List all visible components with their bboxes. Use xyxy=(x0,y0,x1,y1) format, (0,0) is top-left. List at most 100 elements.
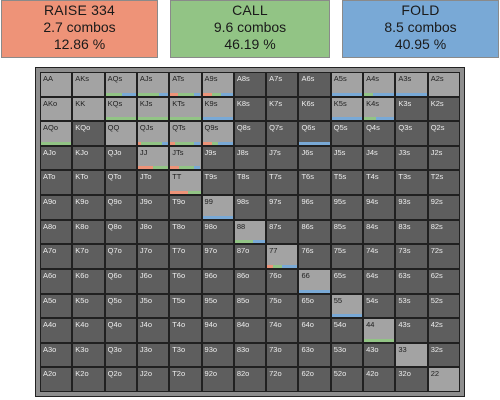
hand-cell-82s[interactable]: 82s xyxy=(427,219,460,245)
hand-cell-85o[interactable]: 85o xyxy=(233,293,267,319)
hand-cell-T8o[interactable]: T8o xyxy=(169,219,202,245)
hand-cell-AQo[interactable]: AQo xyxy=(40,121,73,146)
hand-cell-K4s[interactable]: K4s xyxy=(363,96,396,122)
hand-cell-A7o[interactable]: A7o xyxy=(40,244,73,269)
hand-cell-KTs[interactable]: KTs xyxy=(169,96,202,122)
hand-cell-AKo[interactable]: AKo xyxy=(40,96,73,122)
hand-cell-T5o[interactable]: T5o xyxy=(169,293,202,319)
hand-cell-86s[interactable]: 86s xyxy=(298,219,331,245)
hand-cell-T5s[interactable]: T5s xyxy=(330,170,364,196)
hand-cell-A7s[interactable]: A7s xyxy=(266,72,299,97)
hand-cell-QTo[interactable]: QTo xyxy=(104,170,137,196)
hand-cell-96o[interactable]: 96o xyxy=(201,268,234,294)
hand-cell-KJs[interactable]: KJs xyxy=(136,96,170,122)
hand-cell-Q7o[interactable]: Q7o xyxy=(104,244,137,269)
hand-cell-62s[interactable]: 62s xyxy=(427,268,460,294)
hand-cell-J8o[interactable]: J8o xyxy=(136,219,170,245)
hand-cell-73o[interactable]: 73o xyxy=(266,342,299,368)
hand-cell-42s[interactable]: 42s xyxy=(427,318,460,343)
hand-cell-62o[interactable]: 62o xyxy=(298,367,331,392)
hand-cell-63o[interactable]: 63o xyxy=(298,342,331,368)
hand-cell-Q5o[interactable]: Q5o xyxy=(104,293,137,319)
hand-cell-K9o[interactable]: K9o xyxy=(72,195,105,220)
hand-cell-Q4o[interactable]: Q4o xyxy=(104,318,137,343)
hand-cell-88[interactable]: 88 xyxy=(233,219,267,245)
hand-cell-A9s[interactable]: A9s xyxy=(201,72,234,97)
hand-cell-74o[interactable]: 74o xyxy=(266,318,299,343)
hand-cell-ATo[interactable]: ATo xyxy=(40,170,73,196)
hand-cell-J5o[interactable]: J5o xyxy=(136,293,170,319)
hand-cell-QQ[interactable]: QQ xyxy=(104,121,137,146)
hand-cell-J4s[interactable]: J4s xyxy=(363,145,396,171)
hand-cell-KJo[interactable]: KJo xyxy=(72,145,105,171)
hand-cell-K6s[interactable]: K6s xyxy=(298,96,331,122)
hand-cell-T3o[interactable]: T3o xyxy=(169,342,202,368)
hand-cell-87o[interactable]: 87o xyxy=(233,244,267,269)
hand-cell-84o[interactable]: 84o xyxy=(233,318,267,343)
hand-cell-77[interactable]: 77 xyxy=(266,244,299,269)
hand-cell-85s[interactable]: 85s xyxy=(330,219,364,245)
hand-cell-65s[interactable]: 65s xyxy=(330,268,364,294)
hand-cell-83o[interactable]: 83o xyxy=(233,342,267,368)
hand-cell-55[interactable]: 55 xyxy=(330,293,364,319)
hand-cell-T2s[interactable]: T2s xyxy=(427,170,460,196)
hand-cell-66[interactable]: 66 xyxy=(298,268,331,294)
hand-cell-T6o[interactable]: T6o xyxy=(169,268,202,294)
hand-cell-74s[interactable]: 74s xyxy=(363,244,396,269)
hand-cell-J7s[interactable]: J7s xyxy=(266,145,299,171)
hand-cell-T9o[interactable]: T9o xyxy=(169,195,202,220)
hand-cell-A5o[interactable]: A5o xyxy=(40,293,73,319)
hand-cell-TT[interactable]: TT xyxy=(169,170,202,196)
hand-cell-A5s[interactable]: A5s xyxy=(330,72,364,97)
hand-cell-53o[interactable]: 53o xyxy=(330,342,364,368)
hand-cell-92s[interactable]: 92s xyxy=(427,195,460,220)
hand-cell-A9o[interactable]: A9o xyxy=(40,195,73,220)
hand-cell-QJo[interactable]: QJo xyxy=(104,145,137,171)
hand-cell-96s[interactable]: 96s xyxy=(298,195,331,220)
hand-cell-42o[interactable]: 42o xyxy=(363,367,396,392)
hand-cell-83s[interactable]: 83s xyxy=(395,219,428,245)
hand-cell-64s[interactable]: 64s xyxy=(363,268,396,294)
hand-cell-K8s[interactable]: K8s xyxy=(233,96,267,122)
hand-cell-98o[interactable]: 98o xyxy=(201,219,234,245)
hand-cell-52s[interactable]: 52s xyxy=(427,293,460,319)
hand-cell-A4s[interactable]: A4s xyxy=(363,72,396,97)
hand-cell-Q5s[interactable]: Q5s xyxy=(330,121,364,146)
hand-cell-86o[interactable]: 86o xyxy=(233,268,267,294)
hand-cell-54o[interactable]: 54o xyxy=(330,318,364,343)
hand-cell-A6o[interactable]: A6o xyxy=(40,268,73,294)
hand-cell-22[interactable]: 22 xyxy=(427,367,460,392)
hand-cell-K7o[interactable]: K7o xyxy=(72,244,105,269)
hand-cell-87s[interactable]: 87s xyxy=(266,219,299,245)
hand-cell-94s[interactable]: 94s xyxy=(363,195,396,220)
hand-cell-54s[interactable]: 54s xyxy=(363,293,396,319)
hand-cell-AA[interactable]: AA xyxy=(40,72,73,97)
hand-cell-JJ[interactable]: JJ xyxy=(136,145,170,171)
hand-cell-53s[interactable]: 53s xyxy=(395,293,428,319)
hand-cell-43s[interactable]: 43s xyxy=(395,318,428,343)
hand-cell-K7s[interactable]: K7s xyxy=(266,96,299,122)
hand-cell-72s[interactable]: 72s xyxy=(427,244,460,269)
hand-cell-K2s[interactable]: K2s xyxy=(427,96,460,122)
hand-cell-Q7s[interactable]: Q7s xyxy=(266,121,299,146)
hand-cell-AJs[interactable]: AJs xyxy=(136,72,170,97)
hand-cell-65o[interactable]: 65o xyxy=(298,293,331,319)
hand-cell-T4o[interactable]: T4o xyxy=(169,318,202,343)
hand-cell-T7o[interactable]: T7o xyxy=(169,244,202,269)
hand-cell-Q2s[interactable]: Q2s xyxy=(427,121,460,146)
hand-cell-97o[interactable]: 97o xyxy=(201,244,234,269)
hand-cell-K5o[interactable]: K5o xyxy=(72,293,105,319)
hand-cell-97s[interactable]: 97s xyxy=(266,195,299,220)
hand-cell-T7s[interactable]: T7s xyxy=(266,170,299,196)
hand-cell-98s[interactable]: 98s xyxy=(233,195,267,220)
hand-cell-K8o[interactable]: K8o xyxy=(72,219,105,245)
hand-cell-64o[interactable]: 64o xyxy=(298,318,331,343)
hand-cell-T3s[interactable]: T3s xyxy=(395,170,428,196)
hand-cell-A2s[interactable]: A2s xyxy=(427,72,460,97)
hand-cell-K9s[interactable]: K9s xyxy=(201,96,234,122)
hand-cell-K3o[interactable]: K3o xyxy=(72,342,105,368)
hand-cell-QTs[interactable]: QTs xyxy=(169,121,202,146)
hand-cell-A8s[interactable]: A8s xyxy=(233,72,267,97)
hand-cell-AKs[interactable]: AKs xyxy=(72,72,105,97)
hand-cell-Q4s[interactable]: Q4s xyxy=(363,121,396,146)
